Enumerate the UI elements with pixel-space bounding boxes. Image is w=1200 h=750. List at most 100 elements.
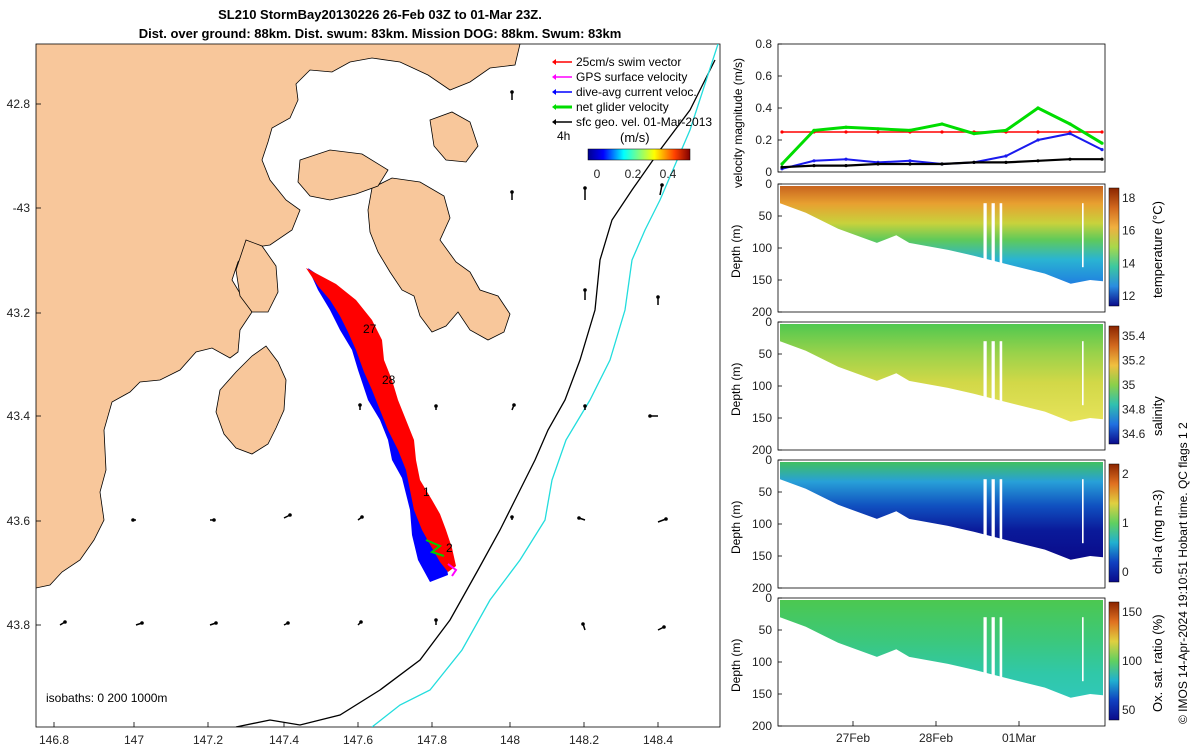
velocity-point (1100, 141, 1104, 145)
depth-tick-label: 50 (759, 347, 773, 361)
track-day-label: 1 (423, 485, 430, 499)
colorbar-label: temperature (°C) (1150, 201, 1165, 298)
velocity-point (972, 160, 976, 164)
geo-arrow-head (286, 621, 290, 625)
colorbar-tick-label: 100 (1122, 654, 1142, 668)
track-gps-velocity (447, 563, 458, 577)
colorbar-label: Ox. sat. ratio (%) (1150, 614, 1165, 712)
legend-label: dive-avg current veloc. (576, 85, 697, 99)
geo-arrow-head (648, 414, 652, 418)
legend-label: 25cm/s swim vector (576, 55, 681, 69)
lat-tick-label: 42.8 (7, 97, 31, 111)
velocity-point (940, 130, 944, 134)
velocity-point (940, 122, 944, 126)
section-gap (991, 617, 995, 682)
time-axis: 27Feb 28Feb 01Mar (836, 721, 1036, 745)
colorbar-tick-label: 0 (1122, 565, 1129, 579)
section-gap (991, 341, 995, 406)
section-gap (999, 203, 1003, 268)
colorbar-label: salinity (1150, 396, 1165, 436)
section-data-field (780, 462, 1103, 560)
isobaths-label: isobaths: 0 200 1000m (46, 691, 167, 705)
colorbar-label: chl-a (mg m-3) (1150, 489, 1165, 574)
velocity-point (844, 157, 848, 161)
geo-arrow-head (140, 621, 144, 625)
geo-arrow-head (581, 622, 585, 626)
lon-tick-label: 147.8 (417, 733, 447, 747)
section-panel: 0 50 100 150 200 Depth (m) 18 16 14 12 temperature… (729, 177, 1165, 319)
colorbar-tick-label: 18 (1122, 191, 1136, 205)
section-gap (983, 479, 987, 544)
lon-tick-label: 147.2 (193, 733, 223, 747)
geo-arrow-head (214, 621, 218, 625)
depth-tick-label: 150 (752, 549, 772, 563)
section-colorbar (1108, 187, 1120, 307)
colorbar-tick-label: 34.8 (1122, 403, 1146, 417)
track-swim-vectors (306, 268, 456, 572)
velocity-point (844, 125, 848, 129)
track-day-label: 27 (363, 322, 377, 336)
velocity-point (1036, 130, 1040, 134)
velocity-point (844, 130, 848, 134)
colorbar-tick-label: 0.2 (625, 167, 642, 181)
track-day-label: 2 (446, 541, 453, 555)
velocity-ytick-label: 0.8 (755, 37, 772, 51)
geo-arrow-head (577, 516, 581, 520)
speed-colorbar (587, 148, 691, 161)
lat-tick-label: 43.4 (7, 409, 31, 423)
colorbar-tick-label: 150 (1122, 605, 1142, 619)
land-western-lobe (235, 239, 279, 313)
legend-arrowhead (552, 74, 556, 80)
geo-arrow-head (131, 518, 135, 522)
colorbar-tick-label: 0 (594, 167, 601, 181)
colorbar-tick-label: 35.4 (1122, 329, 1146, 343)
track-day-label: 28 (382, 373, 396, 387)
colorbar-tick-label: 0.4 (660, 167, 677, 181)
depth-ylabel: Depth (m) (729, 639, 743, 692)
velocity-point (876, 127, 880, 131)
legend-label: GPS surface velocity (576, 70, 687, 84)
velocity-point (1100, 148, 1104, 152)
legend-label: sfc geo. vel. 01-Mar-2013 (576, 115, 712, 129)
section-colorbar (1108, 463, 1120, 583)
depth-tick-label: 50 (759, 209, 773, 223)
legend-arrowhead (552, 119, 556, 125)
isobath-200m (235, 59, 716, 727)
colorbar-tick-label: 16 (1122, 224, 1136, 238)
geo-arrow-head (359, 620, 363, 624)
depth-tick-label: 200 (752, 305, 772, 319)
lon-tick-label: 148.4 (643, 733, 673, 747)
track-net-velocity (425, 539, 445, 557)
velocity-point (908, 162, 912, 166)
geo-arrow-head (583, 404, 587, 408)
time-tick-label: 01Mar (1002, 731, 1036, 745)
section-data-field (780, 324, 1103, 422)
section-gap (1082, 479, 1084, 544)
land-eastern-headland (429, 111, 479, 163)
section-colorbar (1108, 325, 1120, 445)
section-gap (983, 203, 987, 268)
velocity-ytick-label: 0.6 (755, 69, 772, 83)
geo-arrow-head (510, 515, 514, 519)
legend-arrowhead (552, 59, 556, 65)
depth-tick-label: 0 (765, 453, 772, 467)
section-gap (1082, 341, 1084, 406)
depth-tick-label: 100 (752, 517, 772, 531)
velocity-point (908, 159, 912, 163)
velocity-point (1100, 157, 1104, 161)
geo-arrow-head (656, 295, 660, 299)
colorbar-tick-label: 12 (1122, 289, 1136, 303)
land-tasman-peninsula (215, 345, 287, 455)
velocity-point (1100, 130, 1104, 134)
legend-arrowhead (552, 104, 556, 110)
depth-tick-label: 50 (759, 485, 773, 499)
velocity-point (1068, 157, 1072, 161)
velocity-point (812, 159, 816, 163)
velocity-point (780, 130, 784, 134)
isobath-1000m (371, 44, 719, 727)
geo-arrow-head (662, 625, 666, 629)
depth-tick-label: 100 (752, 379, 772, 393)
velocity-point (940, 162, 944, 166)
colorbar-tick-label: 34.6 (1122, 427, 1146, 441)
